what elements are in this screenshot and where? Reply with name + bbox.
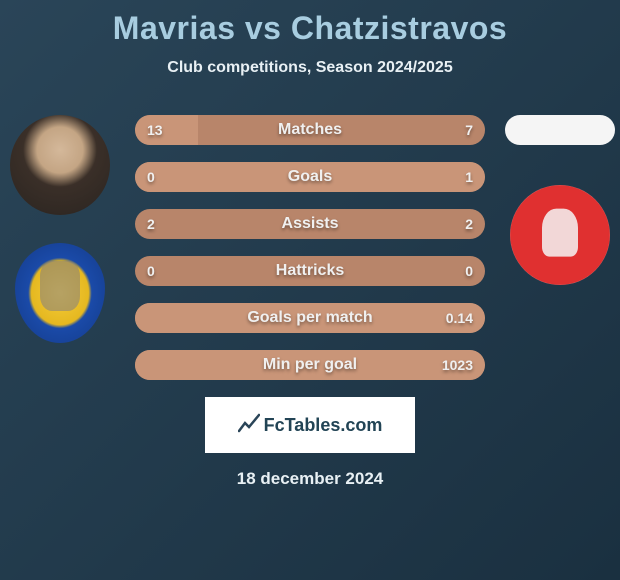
stat-bar: 13 Matches 7 <box>135 115 485 145</box>
stat-label: Goals per match <box>247 309 372 327</box>
brand-box: FcTables.com <box>205 397 415 453</box>
subtitle: Club competitions, Season 2024/2025 <box>0 59 620 77</box>
stat-value-left: 2 <box>147 216 155 232</box>
stat-value-right: 1023 <box>442 357 473 373</box>
stat-bar: 2 Assists 2 <box>135 209 485 239</box>
stat-bars: 13 Matches 7 0 Goals 1 2 Assists 2 0 Hattricks 0 Goa… <box>135 115 485 380</box>
stat-value-right: 2 <box>465 216 473 232</box>
player1-club-crest <box>15 243 105 343</box>
brand-label: FcTables.com <box>264 415 383 436</box>
stat-value-left: 0 <box>147 169 155 185</box>
stat-label: Assists <box>282 215 339 233</box>
stat-label: Min per goal <box>263 356 357 374</box>
stat-label: Hattricks <box>276 262 344 280</box>
stat-label: Matches <box>278 121 342 139</box>
stat-value-right: 7 <box>465 122 473 138</box>
stat-bar: Goals per match 0.14 <box>135 303 485 333</box>
left-column <box>10 115 110 343</box>
bar-fill-left <box>135 115 198 145</box>
stat-value-right: 1 <box>465 169 473 185</box>
stat-label: Goals <box>288 168 332 186</box>
stats-area: 13 Matches 7 0 Goals 1 2 Assists 2 0 Hattricks 0 Goa… <box>0 115 620 380</box>
stat-bar: 0 Goals 1 <box>135 162 485 192</box>
stat-value-right: 0 <box>465 263 473 279</box>
date-text: 18 december 2024 <box>0 469 620 489</box>
stat-value-right: 0.14 <box>446 310 473 326</box>
stat-bar: 0 Hattricks 0 <box>135 256 485 286</box>
player2-club-crest <box>510 185 610 285</box>
player1-avatar <box>10 115 110 215</box>
comparison-card: Mavrias vs Chatzistravos Club competitio… <box>0 0 620 489</box>
page-title: Mavrias vs Chatzistravos <box>0 10 620 47</box>
stat-value-left: 13 <box>147 122 163 138</box>
brand-icon <box>238 413 260 438</box>
player2-avatar <box>505 115 615 145</box>
right-column <box>510 115 610 285</box>
stat-value-left: 0 <box>147 263 155 279</box>
stat-bar: Min per goal 1023 <box>135 350 485 380</box>
